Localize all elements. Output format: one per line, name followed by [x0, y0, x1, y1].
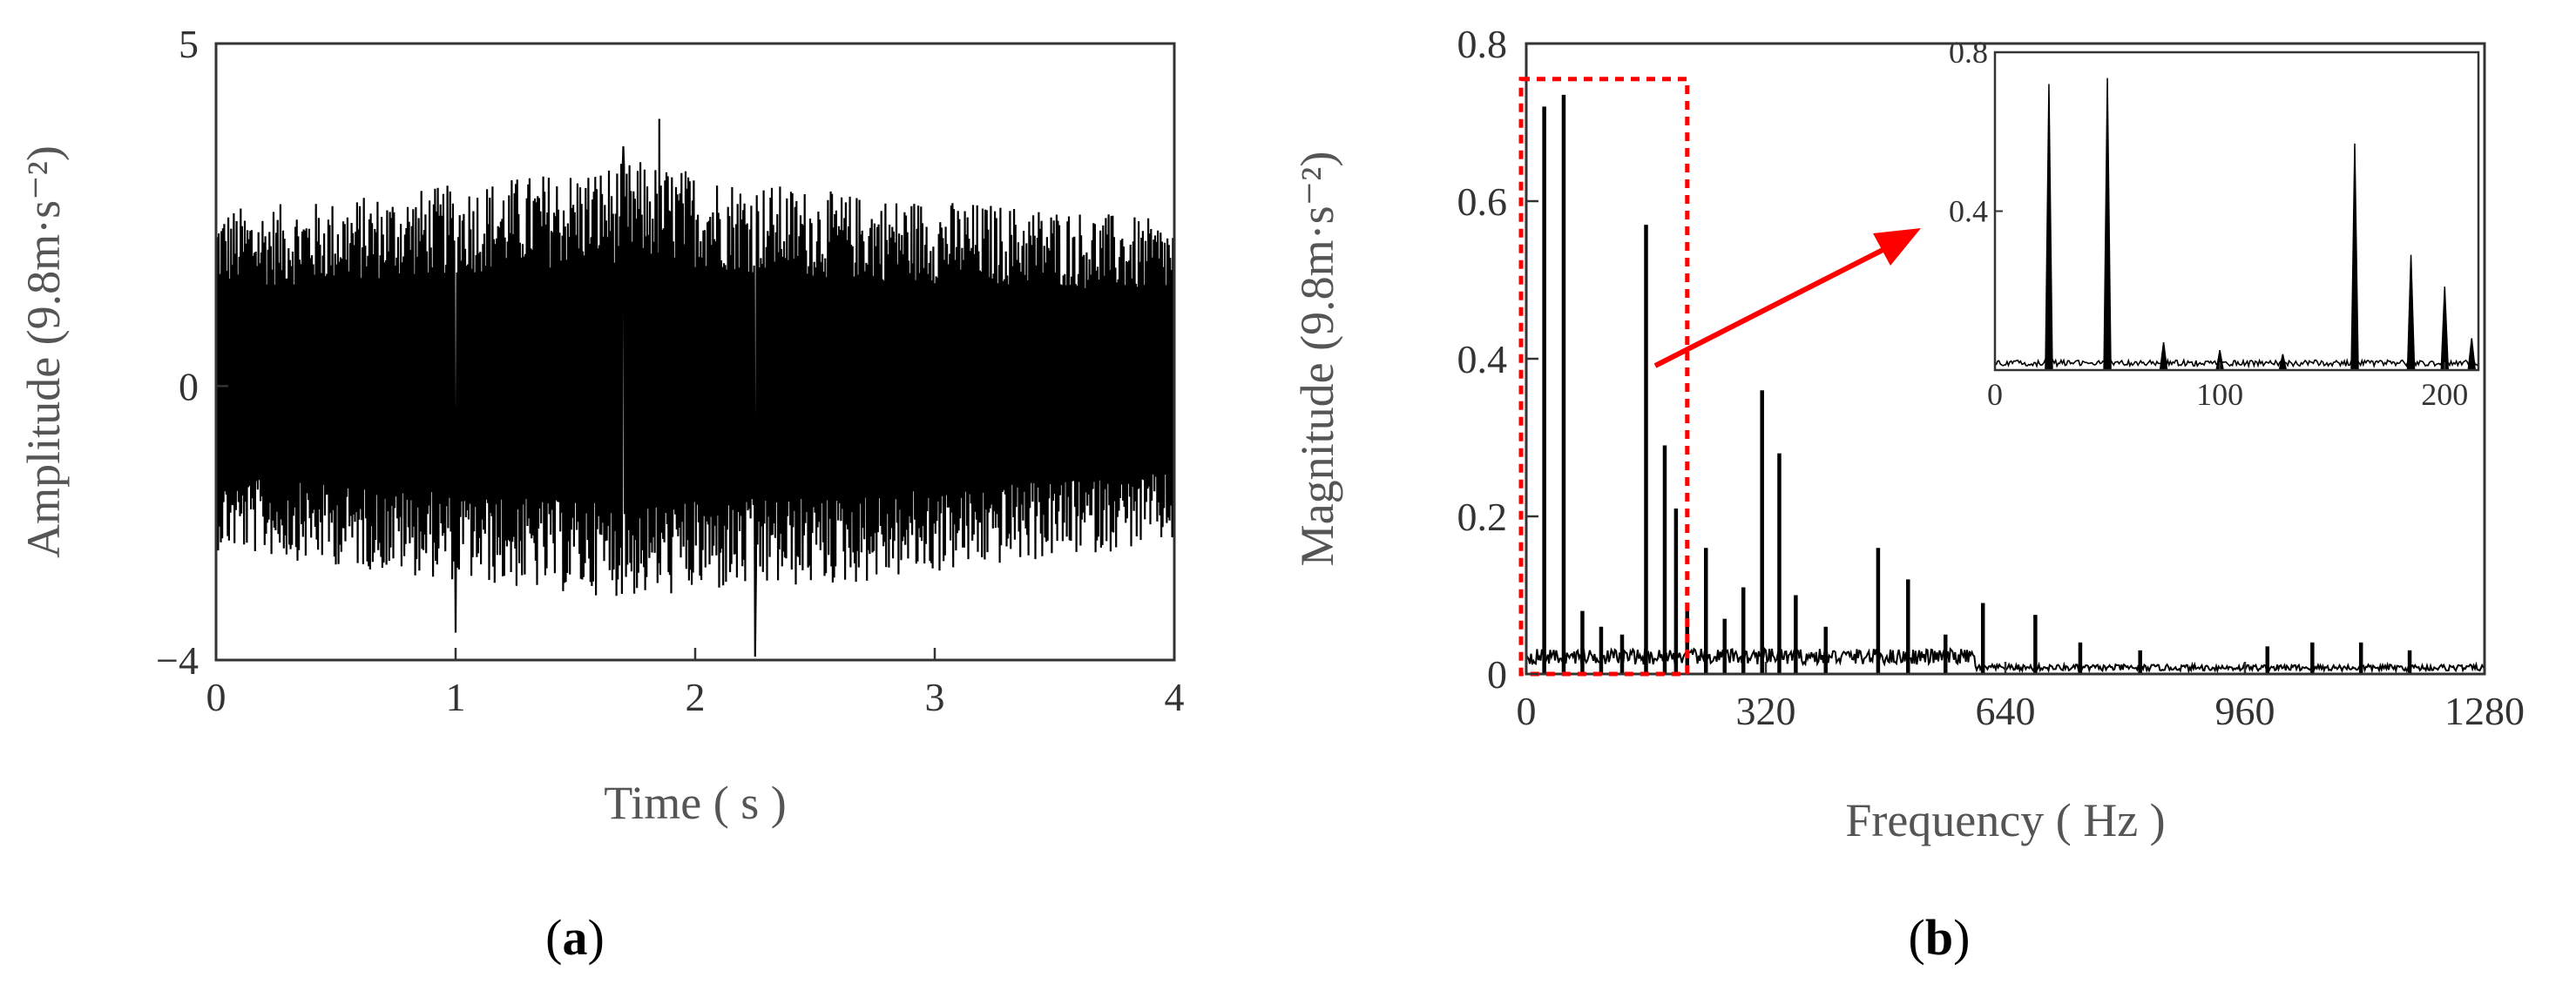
signal-line [214, 118, 1176, 657]
x-tick-label: 1280 [2444, 689, 2525, 733]
spectrum-trace [1525, 94, 2485, 675]
y-tick-label: 0.6 [1457, 179, 1508, 224]
x-axis-label: Time ( s ) [604, 777, 787, 829]
x-tick-label: 3 [925, 675, 945, 719]
x-axis-label: Frequency ( Hz ) [1845, 794, 2165, 846]
inset-x-tick-label: 200 [2421, 377, 2468, 412]
y-tick-labels: −4 0 5 [156, 22, 228, 683]
x-tick-label: 1 [446, 675, 466, 719]
y-axis-label: Magnitude (9.8m·s⁻²) [1291, 152, 1343, 567]
inset-x-tick-label: 0 [1987, 377, 2003, 412]
zoom-highlight-box [1518, 77, 1690, 677]
y-axis-label: Amplitude (9.8m·s⁻²) [17, 145, 70, 558]
inset-background [1995, 52, 2478, 370]
y-tick-label: 0.8 [1457, 22, 1508, 66]
inset-y-tick-label: 0.8 [1949, 35, 1988, 70]
y-tick-labels: 0 0.2 0.4 0.6 0.8 [1457, 22, 1538, 697]
inset-y-tick-label: 0.4 [1949, 194, 1988, 229]
x-tick-label: 0 [206, 675, 226, 719]
x-tick-label: 960 [2215, 689, 2275, 733]
x-tick-label: 320 [1736, 689, 1796, 733]
inset-chart: 0 100 200 0.4 0.8 [1949, 35, 2480, 412]
inset-x-tick-labels: 0 100 200 [1987, 362, 2468, 412]
x-tick-label: 4 [1165, 675, 1185, 719]
x-tick-label: 640 [1976, 689, 2036, 733]
signal-trace [214, 118, 1176, 657]
y-tick-label: 5 [179, 22, 199, 66]
x-tick-label: 2 [686, 675, 706, 719]
inset-x-tick-label: 100 [2196, 377, 2243, 412]
zoom-arrow [1653, 228, 1921, 368]
x-tick-label: 0 [1517, 689, 1537, 733]
y-tick-label: 0 [1487, 652, 1507, 697]
panel-letter-b: b [1925, 909, 1953, 966]
y-tick-label: 0.4 [1457, 337, 1508, 381]
y-tick-label: −4 [156, 638, 199, 683]
y-tick-label: 0.2 [1457, 495, 1508, 539]
y-tick-label: 0 [179, 364, 199, 408]
inset-noise-floor [1994, 357, 2479, 369]
panel-letter-a: a [563, 909, 588, 966]
panel-label-b: (b) [1909, 909, 1971, 966]
inset-y-tick-labels: 0.4 0.8 [1949, 35, 2003, 229]
x-tick-labels: 0 320 640 960 1280 [1517, 662, 2525, 733]
chart-b: 0 320 640 960 1280 0 0.2 0.4 0.6 0.8 Frequency (… [1291, 22, 2525, 966]
x-tick-labels: 0 1 2 3 4 [206, 648, 1185, 719]
panel-label-a: (a) [545, 909, 605, 966]
